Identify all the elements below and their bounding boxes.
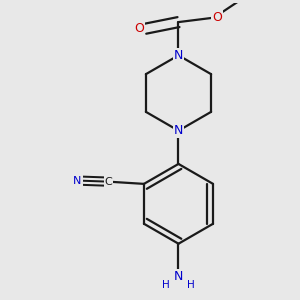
Text: N: N — [174, 49, 183, 62]
Text: N: N — [174, 271, 183, 284]
Text: C: C — [105, 177, 112, 187]
Text: O: O — [212, 11, 222, 24]
Text: N: N — [73, 176, 82, 186]
Text: O: O — [134, 22, 144, 35]
Text: H: H — [162, 280, 170, 290]
Text: N: N — [174, 124, 183, 137]
Text: H: H — [187, 280, 195, 290]
